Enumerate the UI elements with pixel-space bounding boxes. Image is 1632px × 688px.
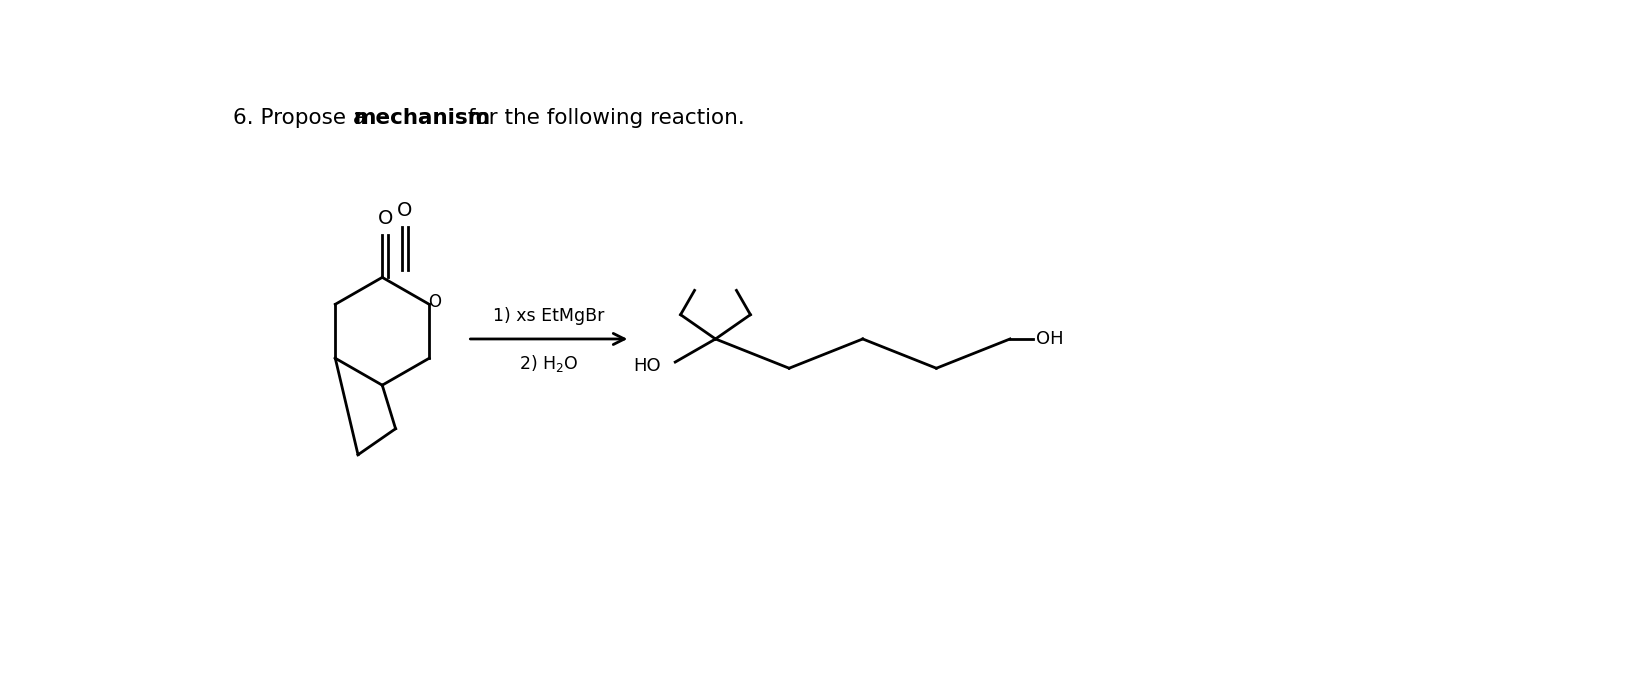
Text: for the following reaction.: for the following reaction. [460, 108, 744, 128]
Text: 2) H$_2$O: 2) H$_2$O [519, 353, 579, 374]
Text: 6. Propose a: 6. Propose a [233, 108, 374, 128]
Text: HO: HO [633, 357, 661, 375]
Text: 1) xs EtMgBr: 1) xs EtMgBr [493, 307, 604, 325]
Text: O: O [377, 208, 393, 228]
Text: O: O [397, 201, 413, 220]
Text: OH: OH [1036, 330, 1064, 348]
Text: mechanism: mechanism [354, 108, 491, 128]
Text: O: O [428, 293, 441, 311]
